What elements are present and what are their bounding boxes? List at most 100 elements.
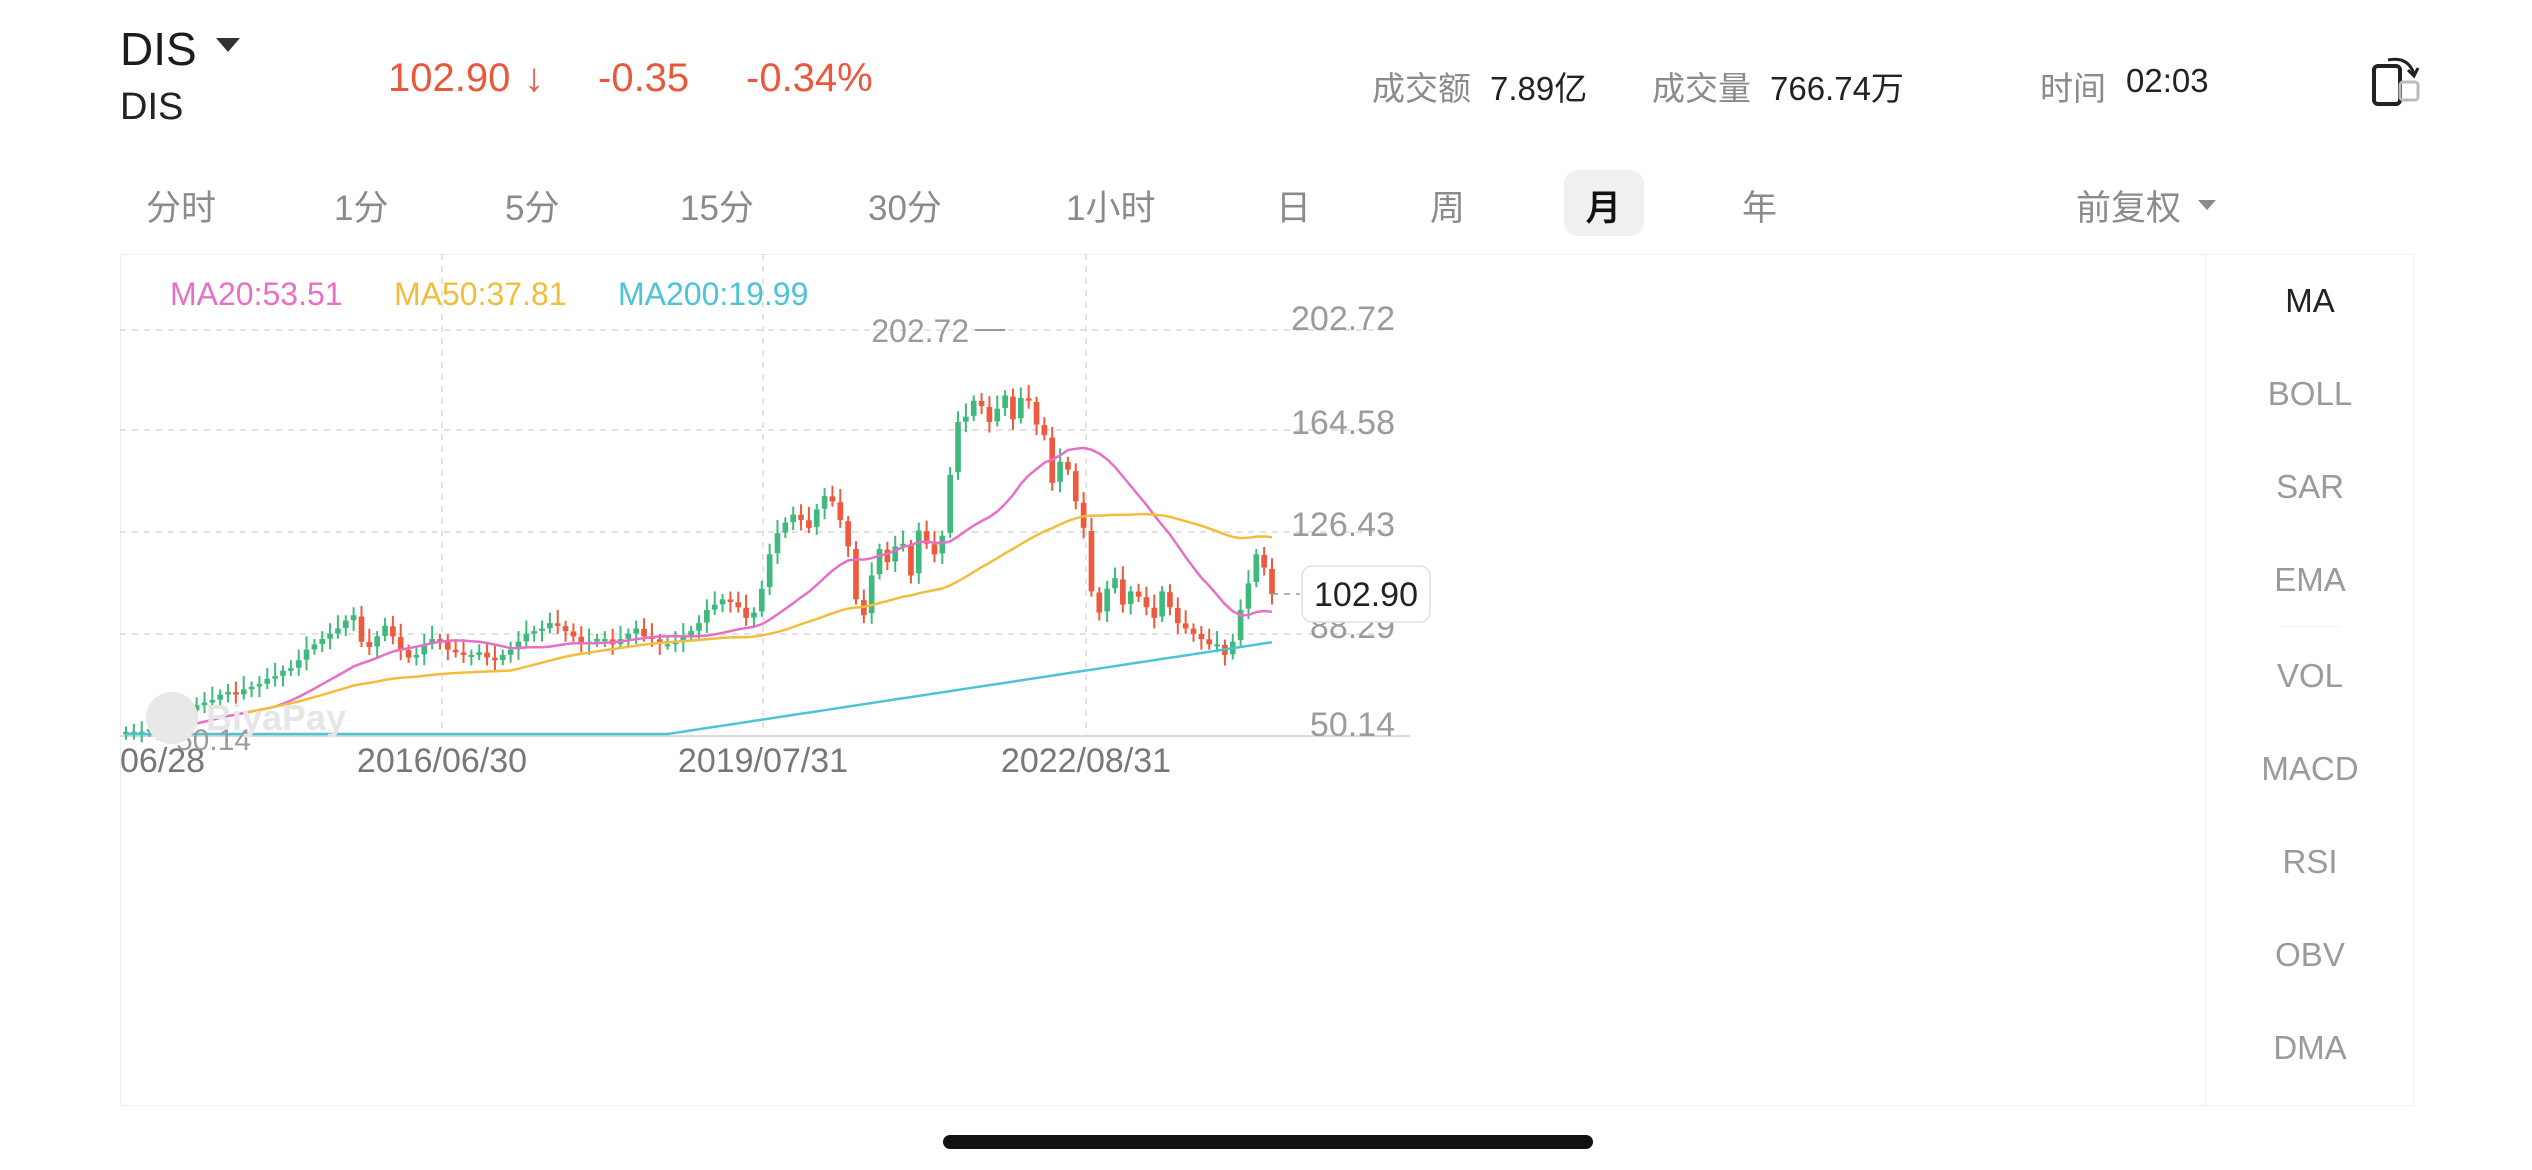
indicator-separator [2280, 626, 2340, 627]
tab-month[interactable]: 月 [1586, 189, 1622, 228]
candle-body [1127, 591, 1134, 604]
candle-body [335, 628, 341, 634]
ticker-dropdown-icon[interactable] [216, 38, 240, 52]
candle-body [1104, 588, 1110, 612]
candle-body [515, 641, 522, 650]
candle-body [1174, 608, 1181, 624]
volume-label: 成交量 [1652, 70, 1751, 107]
candle-body [499, 654, 506, 660]
candle-body [790, 514, 797, 523]
tab-1hour[interactable]: 1小时 [1066, 189, 1156, 228]
last-price: 102.90 [388, 56, 511, 100]
candle-body [539, 628, 545, 631]
candle-body [476, 652, 483, 655]
candle-body [507, 649, 514, 655]
candle-body [994, 408, 1001, 422]
candle-body [955, 421, 961, 473]
candle-body [225, 692, 231, 695]
indicator-macd[interactable]: MACD [2261, 750, 2359, 787]
ma200-line [126, 641, 1273, 736]
candle-body [680, 636, 687, 642]
candle-body [845, 521, 851, 547]
indicator-ma[interactable]: MA [2285, 282, 2335, 319]
indicator-obv[interactable]: OBV [2275, 936, 2345, 973]
candle-body [429, 639, 435, 645]
candle-body [601, 639, 608, 642]
candle-body [1159, 591, 1165, 617]
candle-body [876, 549, 883, 575]
candle-body [813, 509, 820, 527]
candle-body [1072, 471, 1079, 502]
candle-body [688, 631, 694, 637]
tab-day[interactable]: 日 [1276, 189, 1312, 228]
candle-body [774, 533, 781, 554]
turnover-label: 成交额 [1372, 70, 1471, 107]
tab-15min[interactable]: 15分 [680, 189, 754, 228]
candle-body [892, 546, 899, 562]
candle-body [1010, 396, 1016, 420]
candle-body [1198, 634, 1205, 640]
candle-body [633, 628, 640, 634]
candle-body [743, 607, 749, 618]
candle-body [625, 633, 632, 639]
candle-body [201, 702, 208, 706]
candle-body [915, 530, 922, 574]
indicator-rsi[interactable]: RSI [2282, 843, 2338, 880]
candle-body [405, 650, 412, 658]
tab-year[interactable]: 年 [1742, 189, 1778, 228]
candle-body [1025, 398, 1032, 401]
candle-body [484, 652, 490, 658]
candle-body [295, 660, 302, 668]
tab-30min[interactable]: 30分 [868, 189, 942, 228]
indicator-dma[interactable]: DMA [2273, 1029, 2347, 1066]
candle-body [350, 615, 357, 621]
candle-body [970, 400, 977, 416]
ma200-legend: MA200:19.99 [618, 276, 809, 312]
indicator-sar[interactable]: SAR [2276, 468, 2344, 505]
candle-body [1182, 623, 1189, 629]
home-indicator [943, 1135, 1593, 1149]
candle-body [947, 474, 954, 533]
candle-body [821, 496, 828, 509]
candle-body [1112, 578, 1118, 589]
candle-body [758, 588, 765, 612]
candle-body [397, 637, 404, 650]
candle-body [1214, 644, 1220, 647]
candle-body [303, 649, 310, 660]
candle-body [1167, 592, 1173, 608]
indicator-vol[interactable]: VOL [2276, 657, 2344, 694]
candle-body [704, 609, 710, 623]
candle-body [327, 633, 333, 639]
candle-body [1041, 425, 1048, 436]
x-tick-label: 2022/08/31 [1001, 742, 1171, 780]
candle-body [382, 625, 388, 636]
candle-body [908, 545, 914, 576]
rotate-screen-icon[interactable] [2368, 52, 2428, 108]
tab-1min[interactable]: 1分 [334, 189, 389, 228]
tab-5min[interactable]: 5分 [505, 189, 560, 228]
y-tick-label: 126.43 [1291, 506, 1395, 544]
adjust-dropdown[interactable]: 前复权 [2076, 189, 2182, 228]
candle-body [452, 649, 459, 653]
candle-body [217, 694, 224, 700]
candle-body [594, 639, 600, 642]
turnover-value: 7.89亿 [1490, 70, 1588, 107]
candle-body [547, 623, 553, 629]
candle-body [782, 522, 789, 533]
candle-body [798, 514, 804, 520]
indicator-boll[interactable]: BOLL [2267, 375, 2353, 412]
last-price-text: 102.90 [1314, 576, 1418, 614]
x-tick-label: 2019/07/31 [678, 742, 848, 780]
tab-week[interactable]: 周 [1430, 189, 1466, 228]
watermark-logo [146, 692, 198, 744]
candle-body [311, 644, 318, 650]
candle-body [248, 686, 255, 690]
ticker-symbol[interactable]: DIS [120, 23, 197, 75]
tab-intraday[interactable]: 分时 [146, 189, 217, 228]
ma20-line [172, 446, 1273, 731]
chevron-down-icon[interactable] [2198, 200, 2216, 210]
y-tick-label: 202.72 [1291, 300, 1395, 338]
indicator-ema[interactable]: EMA [2274, 561, 2346, 598]
x-tick-label: 06/28 [120, 742, 205, 780]
